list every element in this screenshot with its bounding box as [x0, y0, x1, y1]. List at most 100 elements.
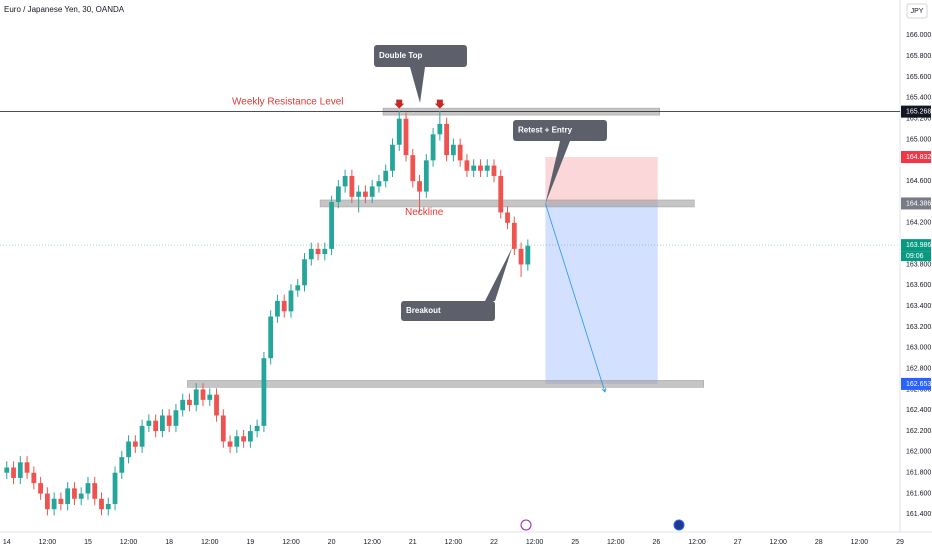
y-tick-label: 165.400: [906, 95, 931, 102]
x-tick-label: 12:00: [445, 539, 463, 546]
event-icon[interactable]: [673, 519, 685, 531]
x-tick-label: 22: [490, 539, 498, 546]
candle-body: [444, 123, 450, 156]
candle-body: [363, 191, 368, 197]
callout-text: Retest + Entry: [518, 126, 573, 135]
candle-body: [464, 160, 470, 171]
y-tick-label: 162.800: [906, 365, 931, 372]
target-badge: [901, 377, 931, 390]
x-tick-label: 12:00: [201, 539, 219, 546]
candle-body: [139, 425, 145, 447]
projection-arrow: [545, 203, 606, 393]
y-tick-label: 163.000: [906, 345, 931, 352]
candle-body: [417, 181, 422, 192]
candle-body: [180, 399, 186, 411]
candle-body: [4, 467, 10, 473]
candle-body: [173, 410, 179, 426]
candles: [4, 111, 531, 516]
candle-body: [92, 483, 98, 499]
candle-body: [376, 181, 382, 187]
x-tick-label: 26: [652, 539, 660, 546]
candle-body: [342, 175, 348, 187]
candle-body: [112, 472, 118, 504]
candle-body: [65, 488, 71, 504]
event-icon[interactable]: [520, 519, 532, 531]
candle-body: [187, 399, 192, 406]
candle-body: [322, 248, 328, 255]
candle-body: [349, 175, 355, 197]
y-tick-label: 161.400: [906, 511, 931, 518]
callout-box: [374, 45, 467, 67]
y-tick-label: 162.000: [906, 449, 931, 456]
candle-body: [335, 186, 341, 203]
y-tick-label: 161.800: [906, 470, 931, 477]
y-tick-label: 165.000: [906, 136, 931, 143]
candle-body: [153, 420, 159, 432]
stop-badge: [901, 151, 931, 164]
currency-button[interactable]: [906, 3, 928, 19]
candle-body: [369, 186, 375, 197]
last-price-badge: [901, 239, 931, 252]
entry-badge-text: 164.386: [906, 200, 931, 207]
candle-body: [207, 394, 213, 400]
candle-body: [105, 503, 111, 510]
neckline-label: Neckline: [405, 207, 444, 218]
resistance-badge: [901, 105, 931, 118]
candle-body: [403, 118, 409, 156]
callout-pointer: [410, 67, 425, 103]
resistance-label: Weekly Resistance Level: [232, 96, 344, 107]
x-tick-label: 12:00: [851, 539, 869, 546]
x-tick-label: 12:00: [120, 539, 138, 546]
x-tick-label: 12:00: [282, 539, 300, 546]
callout-pointer: [485, 248, 512, 301]
candle-body: [17, 462, 23, 478]
y-tick-label: 163.800: [906, 261, 931, 268]
callout-text: Double Top: [379, 51, 423, 60]
candle-body: [315, 248, 321, 255]
neckline-band: [319, 199, 695, 208]
candle-body: [281, 300, 287, 312]
candle-body: [234, 436, 240, 447]
candle-body: [193, 389, 199, 406]
candle-body: [383, 170, 389, 182]
x-tick-label: 12:00: [688, 539, 706, 546]
drawings: [0, 107, 900, 388]
candle-body: [410, 155, 416, 182]
candle-body: [356, 191, 362, 197]
callout-box: [401, 301, 495, 321]
candle-body: [227, 441, 233, 447]
x-tick-label: 19: [246, 539, 254, 546]
x-tick-label: 12:00: [769, 539, 787, 546]
candle-body: [390, 144, 395, 171]
candle-body: [329, 202, 334, 249]
y-tick-label: 161.600: [906, 490, 931, 497]
x-tick-label: 21: [409, 539, 417, 546]
x-tick-label: 29: [896, 539, 904, 546]
y-tick-label: 164.600: [906, 178, 931, 185]
y-tick-label: 165.200: [906, 116, 931, 123]
top-marker: [434, 99, 445, 109]
candle-body: [78, 493, 84, 499]
candle-body: [220, 415, 226, 442]
countdown-badge: [901, 251, 931, 262]
candle-body: [51, 498, 57, 510]
x-tick-label: 25: [571, 539, 579, 546]
x-tick-label: 12:00: [363, 539, 381, 546]
candle-body: [132, 441, 138, 447]
candle-body: [430, 134, 436, 161]
last-price-badge-text: 163.986: [906, 242, 931, 249]
candle-body: [437, 123, 443, 135]
y-tick-label: 164.200: [906, 220, 931, 227]
candle-body: [505, 212, 510, 223]
candle-body: [518, 248, 524, 265]
candle-body: [24, 462, 30, 473]
candle-body: [166, 415, 172, 426]
candle-body: [146, 420, 152, 426]
top-marker: [394, 99, 405, 109]
y-tick-label: 163.200: [906, 324, 931, 331]
candle-body: [498, 175, 504, 213]
overlay: Weekly Resistance Level Neckline Double To…: [232, 45, 607, 393]
candle-body: [160, 415, 165, 432]
